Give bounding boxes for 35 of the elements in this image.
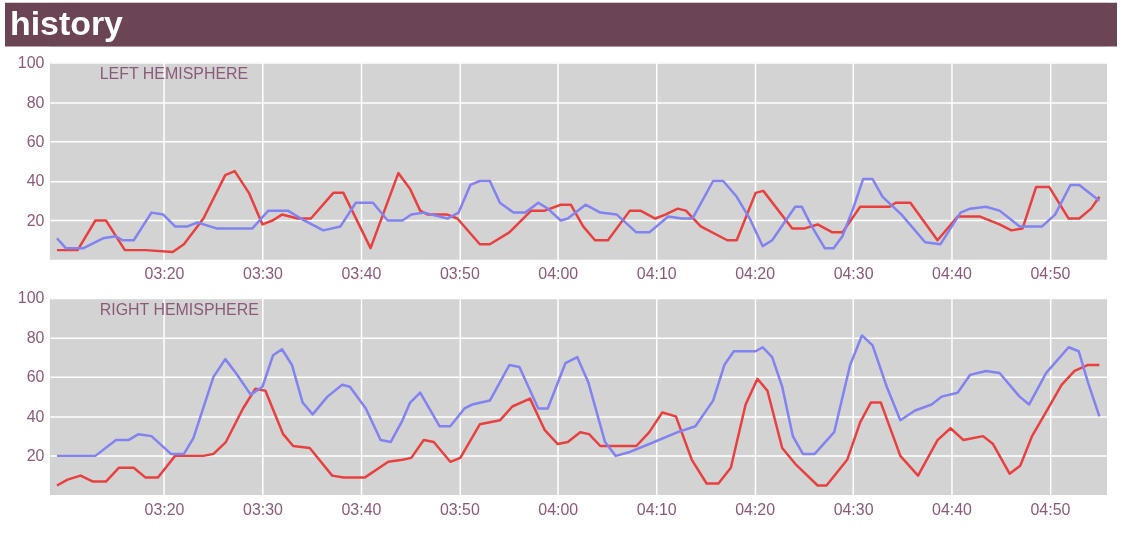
y-tick-label: 60 [26,133,45,150]
y-tick-label: 20 [26,447,45,465]
annotation: LEFT HEMISPHERE [99,65,249,83]
x-tick-label: 03:30 [243,500,284,518]
y-tick-label: 80 [26,93,45,111]
y-tick-label: 20 [26,211,45,229]
x-tick-label: 04:40 [932,500,973,518]
x-tick-label: 03:30 [243,265,284,283]
y-tick-label: 100 [17,289,45,307]
x-tick-label: 04:20 [735,265,776,283]
x-tick-label: 04:00 [538,265,579,283]
x-tick-label: 04:00 [538,500,579,518]
y-tick-label: 100 [17,54,45,72]
x-tick-label: 03:50 [439,265,480,283]
x-tick-label: 03:40 [341,500,382,518]
x-tick-label: 04:20 [735,500,776,518]
x-tick-label: 04:50 [1030,265,1071,283]
x-tick-label: 04:30 [833,500,874,518]
x-tick-label: 04:50 [1030,500,1071,518]
x-tick-label: 04:40 [932,265,973,283]
x-tick-label: 03:20 [144,265,185,283]
y-tick-label: 40 [26,407,45,425]
y-tick-label: 80 [26,328,45,346]
x-tick-label: 03:20 [144,500,185,518]
x-tick-label: 04:10 [636,500,677,518]
x-tick-label: 04:30 [833,265,874,283]
line-series [55,334,1101,458]
y-tick-label: 60 [26,368,45,386]
x-tick-label: 04:10 [636,265,677,283]
annotation: RIGHT HEMISPHERE [99,300,259,318]
x-tick-label: 03:50 [439,500,480,518]
chart-title: history [9,3,124,42]
y-tick-label: 40 [26,172,45,190]
x-tick-label: 03:40 [341,265,382,283]
line-series [55,363,1101,487]
